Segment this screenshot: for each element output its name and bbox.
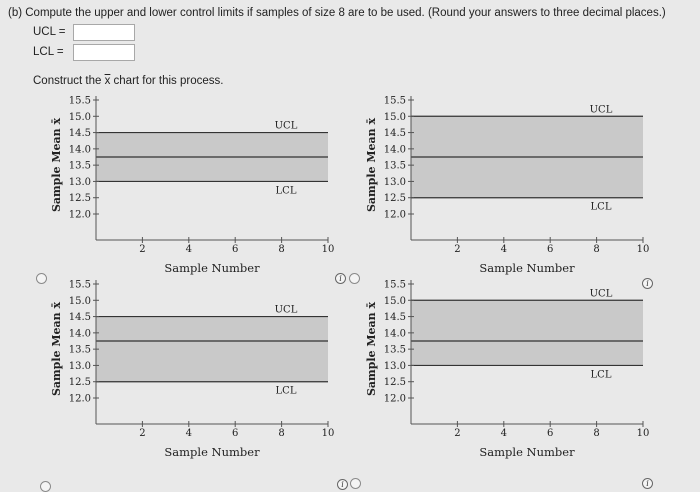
y-tick-label: 14.5 [69, 128, 91, 139]
y-tick-label: 15.5 [384, 96, 406, 107]
x-axis-label: Sample Number [479, 445, 575, 459]
lcl-input[interactable] [73, 44, 135, 61]
x-tick-label: 8 [593, 244, 599, 255]
control-chart-3: UCL LCL 15.5 15.0 14.5 14.0 13.5 13.0 12.5 12.0 2 4… [50, 280, 335, 460]
lcl-label: LCL [276, 185, 297, 196]
control-chart-2: UCL LCL 15.5 15.0 14.5 14.0 13.5 13.0 12.5 12.0 2 4… [365, 96, 650, 276]
x-tick-label: 8 [593, 428, 599, 439]
ucl-label: UCL [275, 121, 298, 132]
y-axis-label: Sample Mean x̄ [50, 118, 63, 213]
x-tick-label: 10 [322, 244, 335, 255]
y-tick-label: 12.5 [69, 193, 91, 204]
y-tick-label: 14.5 [69, 312, 91, 323]
chart-option-3: UCL LCL 15.5 15.0 14.5 14.0 13.5 13.0 12.5 12.0 2 4… [40, 276, 340, 466]
lcl-label: LCL [591, 369, 612, 380]
y-tick-label: 13.5 [384, 161, 406, 172]
construct-prefix: Construct the [33, 75, 105, 87]
y-tick-label: 12.5 [384, 377, 406, 388]
control-chart-1: UCL LCL 15.5 15.0 14.5 14.0 13.5 13.0 12.5 12.0 2 4… [50, 96, 335, 276]
lcl-label: LCL [276, 386, 297, 397]
radio-option-1[interactable] [36, 273, 47, 284]
x-tick-label: 2 [454, 244, 460, 255]
radio-option-2[interactable] [349, 273, 360, 284]
x-tick-label: 8 [278, 428, 284, 439]
x-tick-label: 2 [139, 244, 145, 255]
y-tick-label: 15.0 [384, 296, 406, 307]
x-axis-label: Sample Number [164, 445, 260, 459]
x-tick-label: 2 [454, 428, 460, 439]
x-tick-label: 4 [186, 244, 192, 255]
x-tick-label: 6 [232, 428, 238, 439]
lcl-label: LCL = [33, 46, 64, 58]
y-tick-label: 14.0 [384, 328, 406, 339]
y-tick-label: 12.0 [69, 210, 91, 221]
info-icon[interactable]: i [335, 273, 346, 284]
x-tick-label: 8 [278, 244, 284, 255]
chart-option-4: UCL LCL 15.5 15.0 14.5 14.0 13.5 13.0 12.5 12.0 2 4… [355, 276, 655, 466]
y-tick-label: 12.5 [384, 193, 406, 204]
y-tick-label: 14.5 [384, 312, 406, 323]
x-tick-label: 10 [637, 244, 650, 255]
x-tick-label: 6 [547, 244, 553, 255]
y-tick-label: 14.0 [384, 144, 406, 155]
question-text: (b) Compute the upper and lower control … [8, 7, 666, 19]
x-axis-label: Sample Number [479, 261, 575, 275]
x-axis-label: Sample Number [164, 261, 260, 275]
x-tick-label: 4 [186, 428, 192, 439]
ucl-label: UCL [275, 305, 298, 316]
ucl-input[interactable] [73, 24, 135, 41]
y-tick-label: 15.5 [69, 280, 91, 291]
y-tick-label: 13.0 [69, 361, 91, 372]
x-tick-label: 10 [322, 428, 335, 439]
x-tick-label: 4 [501, 244, 507, 255]
lcl-label: LCL [591, 202, 612, 213]
y-tick-label: 13.5 [384, 345, 406, 356]
radio-option-4[interactable] [350, 478, 361, 489]
info-icon[interactable]: i [642, 478, 653, 489]
radio-option-3[interactable] [40, 481, 51, 492]
y-tick-label: 12.0 [69, 394, 91, 405]
y-tick-label: 15.5 [384, 280, 406, 291]
ucl-label: UCL [590, 288, 613, 299]
y-tick-label: 12.5 [69, 377, 91, 388]
construct-suffix: chart for this process. [110, 75, 224, 87]
y-axis-label: Sample Mean x̄ [365, 118, 378, 213]
control-band [411, 300, 643, 366]
y-tick-label: 15.5 [69, 96, 91, 107]
y-tick-label: 12.0 [384, 394, 406, 405]
y-tick-label: 13.5 [69, 161, 91, 172]
y-tick-label: 15.0 [384, 112, 406, 123]
y-tick-label: 13.5 [69, 345, 91, 356]
y-tick-label: 13.0 [69, 177, 91, 188]
y-axis-label: Sample Mean x̄ [50, 302, 63, 397]
x-tick-label: 6 [232, 244, 238, 255]
x-tick-label: 2 [139, 428, 145, 439]
y-tick-label: 14.0 [69, 328, 91, 339]
info-icon[interactable]: i [337, 479, 348, 490]
y-tick-label: 14.0 [69, 144, 91, 155]
chart-option-1: UCL LCL 15.5 15.0 14.5 14.0 13.5 13.0 12.5 12.0 2 4… [40, 92, 340, 282]
control-chart-4: UCL LCL 15.5 15.0 14.5 14.0 13.5 13.0 12.5 12.0 2 4… [365, 280, 650, 460]
y-tick-label: 14.5 [384, 128, 406, 139]
y-tick-label: 15.0 [69, 296, 91, 307]
y-axis-label: Sample Mean x̄ [365, 302, 378, 397]
control-band [96, 316, 328, 382]
y-tick-label: 13.0 [384, 177, 406, 188]
x-tick-label: 10 [637, 428, 650, 439]
y-tick-label: 12.0 [384, 210, 406, 221]
info-icon[interactable]: i [642, 278, 653, 289]
ucl-label: UCL = [33, 26, 66, 38]
chart-option-2: UCL LCL 15.5 15.0 14.5 14.0 13.5 13.0 12.5 12.0 2 4… [355, 92, 655, 282]
construct-instruction: Construct the x chart for this process. [33, 75, 223, 87]
x-tick-label: 6 [547, 428, 553, 439]
y-tick-label: 13.0 [384, 361, 406, 372]
x-tick-label: 4 [501, 428, 507, 439]
ucl-label: UCL [590, 104, 613, 115]
y-tick-label: 15.0 [69, 112, 91, 123]
xbar-symbol: x [104, 75, 111, 87]
